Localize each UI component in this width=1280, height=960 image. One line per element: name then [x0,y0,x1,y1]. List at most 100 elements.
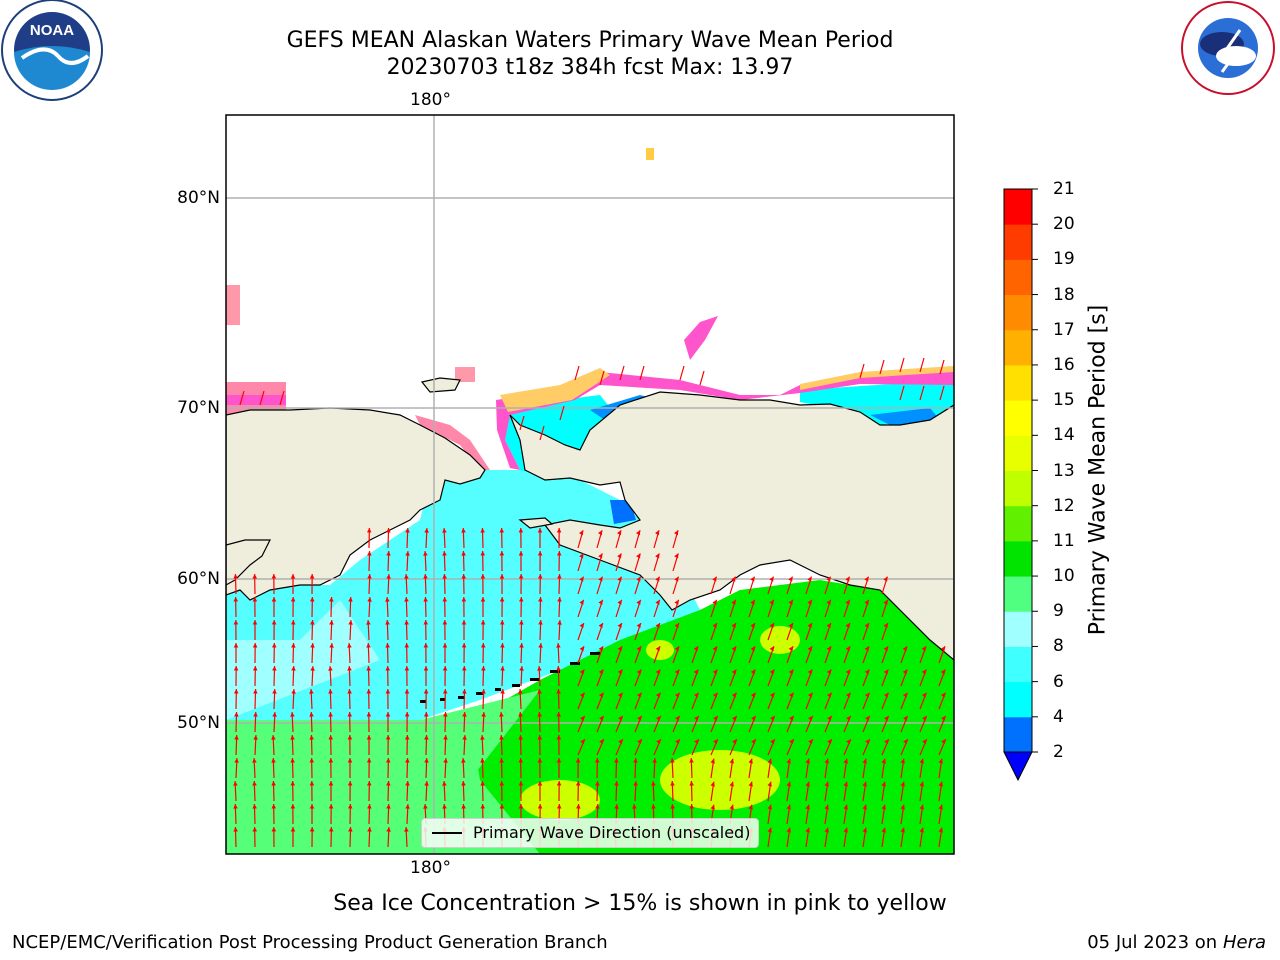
wave-arrow-head [329,597,334,602]
wave-arrow-head [675,739,680,745]
wave-arrow-head [405,528,410,533]
wave-arrow-head [386,528,391,533]
wave-arrow-head [537,574,543,579]
wave-arrow-head [367,597,372,602]
wave-arrow-head [537,735,543,740]
wave-arrow-head [881,758,886,764]
wave-arrow-head [598,576,603,582]
wave-arrow-head [234,758,239,763]
wave-arrow-head [405,758,410,763]
wave-arrow-head [788,692,794,698]
wave-arrow-head [883,599,888,605]
wave-arrow-head [673,530,679,536]
wave-arrow-head [405,551,410,556]
wave-arrow-head [518,574,524,579]
wave-arrow-head [347,689,352,694]
wave-arrow-head [788,623,793,629]
colorbar-segment [1004,540,1032,577]
wave-arrow-head [328,781,334,786]
wave-arrow-head [750,646,756,652]
wave-arrow-head [424,781,429,786]
wave-arrow-head [731,576,736,582]
wave-arrow-head [674,576,679,582]
wave-arrow-head [729,781,734,787]
wave-arrow-head [580,739,585,745]
wave-arrow-head [328,689,333,694]
wave-arrow-head [656,715,661,721]
wave-arrow-head [598,646,604,652]
wave-arrow-head [614,804,619,809]
wave-arrow-head [234,735,239,740]
wave-arrow-head [789,715,794,721]
wave-arrow-head [253,712,258,717]
wave-arrow-head [767,827,772,833]
wave-arrow-head [537,551,543,556]
wave-arrow-head [769,692,775,698]
wave-arrow-head [938,804,943,810]
wave-arrow-head [271,574,277,579]
wave-arrow-head [713,739,718,745]
wave-arrow-head [579,692,585,698]
wave-arrow-head [636,646,642,652]
wave-arrow-head [748,781,753,787]
wave-arrow-head [480,597,486,602]
wave-arrow-head [731,599,736,605]
wave-arrow-head [252,620,258,625]
wave-arrow-head [881,781,886,787]
wave-arrow-head [789,739,794,745]
wave-arrow-head [786,804,791,810]
wave-arrow-head [366,666,371,671]
wave-arrow-head [367,804,372,809]
wave-arrow-head [843,781,848,787]
wave-arrow-head [883,692,889,698]
wave-arrow-head [385,712,391,717]
wave-arrow-head [500,643,505,648]
wave-arrow-head [500,689,505,694]
wave-arrow-head [750,669,756,675]
wave-arrow-head [902,646,908,652]
wave-arrow-head [499,574,505,579]
wave-arrow-head [461,758,466,763]
wave-arrow-head [732,715,737,721]
wave-arrow-head [862,804,867,810]
wave-arrow-head [519,666,524,671]
wave-arrow-head [538,620,543,625]
wave-arrow-head [233,804,238,809]
wave-arrow-head [862,781,867,787]
wave-direction-arrows [233,357,947,848]
wave-arrow-head [845,646,851,652]
wave-arrow-head [366,781,372,786]
wave-arrow-head [883,669,889,675]
lat-label-60: 60°N [177,569,220,589]
wave-arrow-head [731,692,737,698]
wave-arrow-head [271,804,277,809]
wave-arrow-head [347,758,353,763]
colorbar-segment [1004,259,1032,296]
wave-arrow-head [499,551,505,556]
wave-arrow-head [537,804,543,809]
wave-arrow-head [731,646,737,652]
wave-arrow-head [252,781,257,786]
wave-arrow-head [651,804,656,809]
wave-arrow-head [366,689,372,694]
colorbar-segment [1004,329,1032,366]
wave-arrow-head [633,781,638,786]
wave-arrow-head [845,623,850,629]
wave-arrow-head [826,623,831,629]
wave-arrow-head [290,574,296,579]
wave-arrow-head [769,646,775,652]
wave-arrow-head [656,739,661,745]
wave-arrow-head [750,599,755,605]
wave-arrow-head [461,528,466,533]
wave-arrow-head [461,597,467,602]
wave-arrow [919,385,925,401]
wave-arrow-head [767,804,772,810]
wave-arrow-head [328,827,334,832]
wave-arrow-head [385,735,391,740]
wave-arrow-head [499,712,504,717]
wave-arrow [899,385,905,401]
wave-arrow-head [729,758,734,764]
chart-title: GEFS MEAN Alaskan Waters Primary Wave Me… [286,28,894,53]
wave-arrow-head [328,758,334,763]
wave-arrow-head [480,781,485,786]
